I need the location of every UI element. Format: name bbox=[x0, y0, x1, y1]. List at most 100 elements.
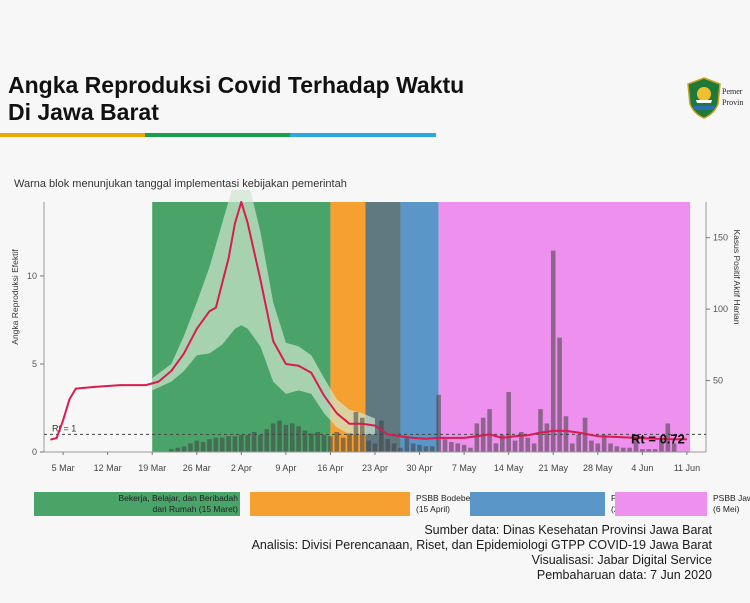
accent-bar-blue bbox=[290, 133, 436, 137]
case-bar bbox=[487, 409, 492, 452]
case-bar bbox=[563, 416, 569, 452]
case-bar bbox=[391, 443, 397, 452]
case-bar bbox=[659, 437, 664, 452]
case-bar bbox=[525, 437, 531, 452]
rt-chart: 0 5 10 50 100 150 5 Mar 12 Mar 19 Mar 26 Mar 2 Apr… bbox=[10, 190, 750, 516]
y-left-tick-label: 10 bbox=[27, 271, 37, 281]
case-bar bbox=[347, 433, 352, 452]
case-bar bbox=[385, 439, 391, 452]
legend-label-line-2: (6 Mei) bbox=[713, 504, 740, 514]
x-tick-label: 28 May bbox=[583, 463, 613, 473]
rt-reference-label: Rt = 1 bbox=[52, 423, 76, 433]
case-bar bbox=[328, 436, 333, 452]
case-bar bbox=[538, 409, 543, 452]
case-bar bbox=[423, 446, 429, 452]
confidence-band bbox=[152, 190, 375, 435]
case-bar bbox=[455, 443, 461, 452]
case-bar bbox=[270, 423, 276, 452]
case-bar bbox=[595, 443, 601, 452]
rt-confidence-band bbox=[152, 190, 375, 435]
case-bar bbox=[309, 433, 314, 452]
accent-bar-yellow bbox=[0, 133, 145, 137]
case-bar bbox=[283, 424, 289, 452]
west-java-emblem-icon bbox=[687, 77, 721, 119]
case-bar bbox=[251, 432, 257, 452]
x-tick-label: 9 Apr bbox=[275, 463, 296, 473]
case-bar bbox=[519, 432, 524, 452]
x-tick-label: 12 Mar bbox=[94, 463, 122, 473]
x-tick-label: 11 Jun bbox=[674, 463, 700, 473]
active-cases-bars bbox=[169, 250, 677, 452]
case-bar bbox=[506, 392, 511, 452]
case-bar bbox=[289, 423, 295, 452]
legend-swatch-3 bbox=[615, 492, 707, 516]
case-bar bbox=[372, 443, 378, 452]
credit-visualization: Visualisasi: Jabar Digital Service bbox=[531, 553, 712, 567]
y-right-tick-label: 150 bbox=[713, 233, 728, 243]
legend-label-line-1: PSBB Jawa Barat bbox=[713, 493, 750, 503]
case-bar bbox=[245, 434, 250, 452]
case-bar bbox=[200, 442, 206, 452]
legend-swatch-2 bbox=[470, 492, 605, 516]
case-bar bbox=[633, 434, 639, 452]
case-bar bbox=[321, 434, 327, 452]
case-bar bbox=[646, 449, 652, 452]
case-bar bbox=[410, 443, 416, 452]
case-bar bbox=[576, 434, 581, 452]
case-bar bbox=[589, 440, 594, 452]
credits: Sumber data: Dinas Kesehatan Provinsi Ja… bbox=[252, 523, 712, 583]
case-bar bbox=[175, 447, 180, 452]
case-bar bbox=[468, 447, 473, 452]
case-bar bbox=[379, 420, 384, 452]
case-bar bbox=[169, 449, 174, 452]
policy-block-4 bbox=[438, 202, 691, 452]
policy-block-3 bbox=[400, 202, 439, 452]
case-bar bbox=[417, 444, 422, 452]
case-bar bbox=[652, 449, 658, 452]
case-bar bbox=[340, 437, 346, 452]
x-tick-label: 21 May bbox=[538, 463, 568, 473]
case-bar bbox=[398, 447, 403, 452]
case-bar bbox=[442, 439, 448, 452]
case-bar bbox=[277, 420, 282, 452]
case-bar bbox=[315, 432, 321, 452]
legend-label-line-2: dari Rumah (15 Maret) bbox=[152, 504, 238, 514]
case-bar bbox=[194, 440, 200, 452]
y-right-tick-label: 50 bbox=[713, 376, 723, 386]
y-left-axis-title: Angka Reproduksi Efektif bbox=[10, 249, 20, 345]
logo-caption-line-1: Pemer bbox=[722, 87, 743, 96]
x-tick-label: 16 Apr bbox=[317, 463, 343, 473]
title-line-2: Di Jawa Barat bbox=[8, 99, 159, 125]
x-tick-label: 2 Apr bbox=[231, 463, 252, 473]
y-right-tick-label: 100 bbox=[713, 304, 728, 314]
credit-updated: Pembaharuan data: 7 Jun 2020 bbox=[536, 568, 712, 582]
case-bar bbox=[334, 432, 340, 452]
credit-source: Sumber data: Dinas Kesehatan Provinsi Ja… bbox=[424, 523, 712, 537]
rt-latest-label: Rt = 0.72 bbox=[631, 431, 685, 446]
case-bar bbox=[671, 443, 677, 452]
legend-label-line-1: PSBB Bodebek bbox=[416, 493, 475, 503]
case-bar bbox=[366, 440, 371, 452]
x-tick-label: 5 Mar bbox=[52, 463, 75, 473]
logo-caption: Pemer Provin bbox=[722, 86, 743, 108]
legend-label-line-1: Bekerja, Belajar, dan Beribadah bbox=[118, 493, 238, 503]
x-tick-label: 4 Jun bbox=[631, 463, 653, 473]
x-tick-label: 19 Mar bbox=[138, 463, 166, 473]
case-bar bbox=[296, 426, 301, 452]
case-bar bbox=[620, 447, 626, 452]
y-left-tick-label: 5 bbox=[32, 359, 37, 369]
case-bar bbox=[239, 434, 244, 452]
title-line-1: Angka Reproduksi Covid Terhadap Waktu bbox=[8, 72, 465, 98]
case-bar bbox=[436, 394, 441, 452]
x-tick-label: 7 May bbox=[452, 463, 477, 473]
case-bar bbox=[640, 449, 645, 452]
x-tick-label: 14 May bbox=[494, 463, 524, 473]
case-bar bbox=[207, 439, 212, 452]
logo-caption-line-2: Provin bbox=[722, 98, 744, 107]
case-bar bbox=[188, 443, 193, 452]
province-logo bbox=[684, 76, 750, 120]
case-bar bbox=[665, 423, 671, 452]
legend-swatch-0 bbox=[34, 492, 240, 516]
case-bar bbox=[226, 436, 231, 452]
